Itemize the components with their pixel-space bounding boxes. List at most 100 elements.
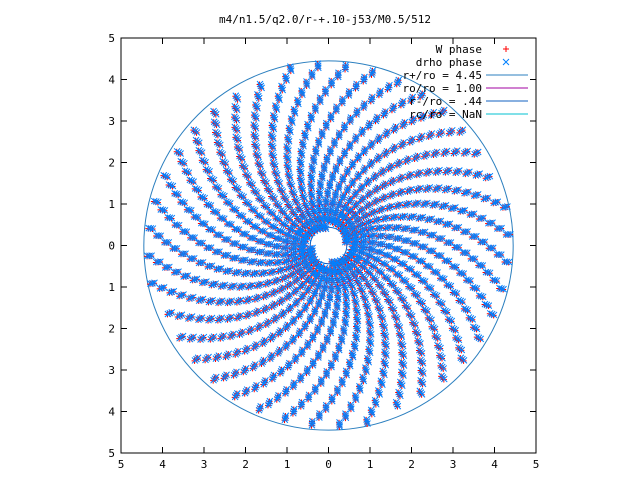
drho-phase-point bbox=[445, 281, 453, 289]
drho-phase-point bbox=[422, 186, 430, 193]
drho-phase-point bbox=[382, 350, 389, 357]
drho-phase-point bbox=[271, 115, 279, 123]
drho-phase-point bbox=[278, 365, 286, 373]
drho-phase-point bbox=[175, 191, 182, 199]
drho-phase-point bbox=[207, 335, 215, 343]
drho-phase-point bbox=[272, 234, 280, 242]
drho-phase-point bbox=[340, 277, 348, 285]
drho-phase-point bbox=[180, 250, 187, 258]
drho-phase-point bbox=[371, 396, 379, 404]
drho-phase-point bbox=[465, 188, 472, 195]
drho-phase-point bbox=[373, 216, 381, 224]
drho-phase-point bbox=[374, 196, 381, 204]
legend-swatch bbox=[503, 46, 509, 52]
drho-phase-point bbox=[241, 230, 248, 238]
drho-phase-point bbox=[360, 149, 368, 157]
drho-phase-point bbox=[439, 275, 446, 282]
drho-phase-point bbox=[346, 362, 354, 370]
drho-phase-point bbox=[295, 312, 303, 320]
drho-phase-point bbox=[421, 228, 429, 236]
drho-phase-point bbox=[270, 316, 278, 324]
drho-phase-point bbox=[360, 238, 368, 245]
drho-phase-point bbox=[383, 147, 391, 155]
drho-phase-point bbox=[285, 172, 293, 179]
drho-phase-point bbox=[384, 275, 392, 282]
drho-phase-point bbox=[270, 223, 277, 230]
drho-phase-point bbox=[361, 226, 369, 234]
drho-phase-point bbox=[285, 124, 293, 132]
drho-phase-point bbox=[322, 87, 329, 95]
drho-phase-point bbox=[328, 363, 335, 371]
drho-phase-point bbox=[334, 293, 342, 301]
drho-phase-point bbox=[350, 340, 358, 348]
drho-phase-point bbox=[316, 414, 323, 421]
drho-phase-point bbox=[238, 283, 245, 290]
drho-phase-point bbox=[377, 240, 385, 248]
drho-phase-point bbox=[305, 393, 313, 401]
drho-phase-point bbox=[248, 205, 255, 213]
drho-phase-point bbox=[443, 185, 451, 193]
drho-phase-point bbox=[433, 148, 441, 156]
drho-phase-point bbox=[329, 199, 337, 206]
drho-phase-point bbox=[185, 169, 193, 177]
drho-phase-point bbox=[343, 371, 351, 379]
drho-phase-point bbox=[236, 331, 244, 338]
drho-phase-point bbox=[436, 235, 444, 242]
drho-phase-point bbox=[356, 382, 363, 390]
drho-phase-point bbox=[284, 134, 291, 141]
drho-phase-point bbox=[287, 115, 295, 122]
drho-phase-point bbox=[461, 189, 468, 197]
drho-phase-point bbox=[287, 128, 294, 136]
drho-phase-point bbox=[374, 387, 382, 394]
drho-phase-point bbox=[468, 210, 476, 218]
drho-phase-point bbox=[197, 296, 205, 304]
drho-phase-point bbox=[345, 89, 353, 97]
drho-phase-point bbox=[484, 269, 492, 276]
drho-phase-point bbox=[352, 331, 360, 339]
drho-phase-point bbox=[342, 236, 349, 243]
drho-phase-point bbox=[331, 258, 338, 265]
drho-phase-point bbox=[395, 223, 403, 231]
drho-phase-point bbox=[454, 168, 461, 175]
drho-phase-point bbox=[391, 143, 399, 150]
drho-phase-point bbox=[318, 378, 325, 385]
drho-phase-point bbox=[414, 199, 422, 207]
drho-phase-point bbox=[371, 255, 379, 262]
drho-phase-point bbox=[311, 307, 319, 315]
drho-phase-point bbox=[310, 291, 318, 299]
drho-phase-point bbox=[223, 236, 230, 243]
drho-phase-point bbox=[304, 343, 311, 350]
drho-phase-point bbox=[349, 179, 356, 186]
drho-phase-point bbox=[273, 395, 281, 403]
drho-phase-point bbox=[424, 185, 432, 192]
drho-phase-point bbox=[164, 310, 172, 318]
drho-phase-point bbox=[426, 215, 434, 223]
drho-phase-point bbox=[455, 186, 462, 193]
drho-phase-point bbox=[393, 245, 401, 253]
drho-phase-point bbox=[156, 285, 164, 292]
drho-phase-point bbox=[306, 299, 314, 306]
drho-phase-point bbox=[419, 228, 427, 236]
drho-phase-point bbox=[253, 114, 260, 122]
drho-phase-point bbox=[211, 183, 219, 190]
drho-phase-point bbox=[316, 189, 324, 197]
drho-phase-point bbox=[396, 158, 404, 166]
drho-phase-point bbox=[307, 180, 315, 188]
drho-phase-point bbox=[349, 353, 357, 361]
drho-phase-point bbox=[439, 300, 446, 308]
drho-phase-point bbox=[283, 323, 291, 330]
drho-phase-point bbox=[373, 156, 381, 164]
drho-phase-point bbox=[396, 245, 403, 253]
drho-phase-point bbox=[282, 244, 289, 252]
drho-phase-point bbox=[489, 219, 496, 227]
drho-phase-point bbox=[289, 336, 297, 343]
drho-phase-point bbox=[323, 121, 330, 129]
drho-phase-point bbox=[396, 234, 404, 242]
drho-phase-point bbox=[213, 265, 221, 273]
drho-phase-point bbox=[352, 272, 359, 280]
drho-phase-point bbox=[271, 278, 279, 286]
drho-phase-point bbox=[353, 315, 361, 323]
drho-phase-point bbox=[237, 243, 245, 251]
drho-phase-point bbox=[351, 342, 359, 350]
drho-phase-point bbox=[294, 268, 302, 275]
